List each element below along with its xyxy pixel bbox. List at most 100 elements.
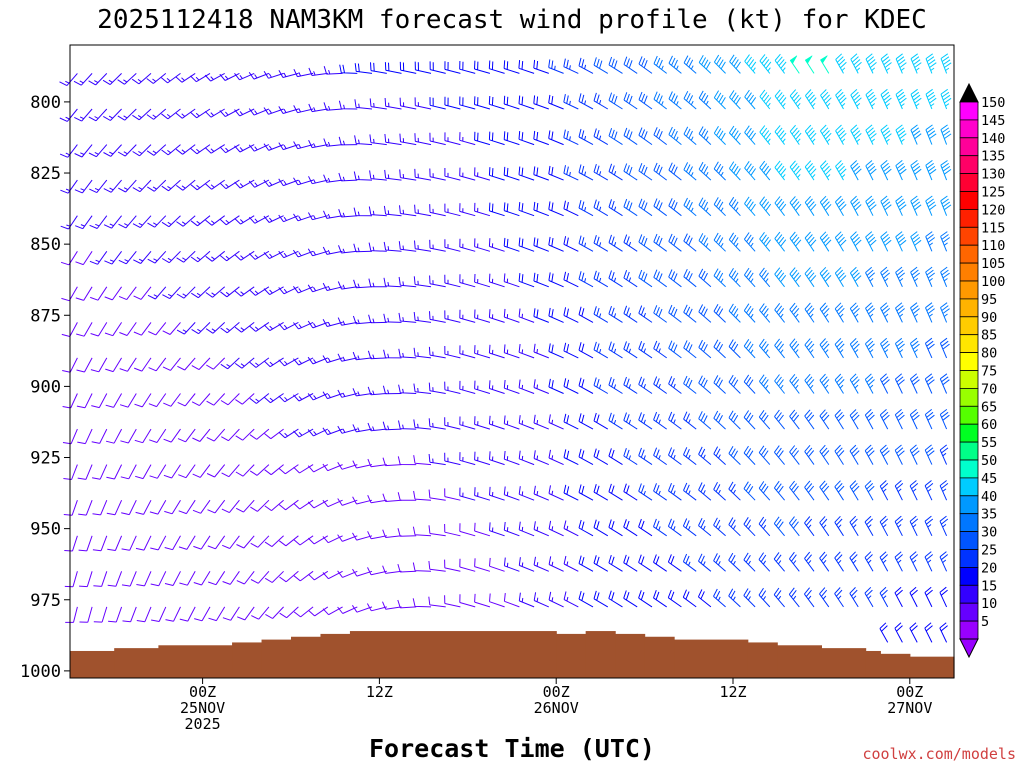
wind-barb-staff xyxy=(234,215,255,225)
wind-barb-staff xyxy=(293,499,314,510)
wind-barb xyxy=(638,376,653,394)
wind-barb xyxy=(819,480,830,501)
wind-barb xyxy=(533,201,549,217)
wind-barb xyxy=(488,202,505,217)
wind-barb xyxy=(62,393,78,409)
wind-barb xyxy=(237,606,255,621)
wind-barb xyxy=(118,250,137,265)
wind-barb-staff xyxy=(518,237,535,252)
wind-barb-staff xyxy=(940,124,952,145)
wind-barb-staff xyxy=(789,409,800,430)
wind-barb xyxy=(774,231,787,252)
wind-barb xyxy=(924,622,933,643)
wind-barb-staff xyxy=(75,215,93,230)
wind-barb xyxy=(488,60,505,74)
wind-barb-staff xyxy=(444,381,461,394)
wind-barb-staff xyxy=(77,428,93,445)
wind-barb xyxy=(804,195,817,216)
wind-barb-staff xyxy=(909,409,920,430)
wind-barb-staff xyxy=(548,378,564,394)
colorbar-label: 115 xyxy=(981,220,1005,236)
wind-barb-staff xyxy=(789,196,802,216)
wind-barb xyxy=(279,570,299,583)
terrain-segment xyxy=(261,639,292,678)
wind-barb-staff xyxy=(307,499,329,509)
wind-barb xyxy=(743,445,756,465)
wind-barb-staff xyxy=(698,304,712,323)
y-tick-label: 800 xyxy=(30,93,61,113)
wind-barb-staff xyxy=(894,515,904,537)
wind-barb-staff xyxy=(773,480,785,501)
wind-barb-staff xyxy=(698,553,712,572)
wind-barb xyxy=(338,245,358,254)
wind-barb xyxy=(864,409,875,430)
wind-barb-staff xyxy=(151,606,167,622)
wind-barb xyxy=(338,209,358,218)
wind-barb xyxy=(653,518,667,537)
wind-barb xyxy=(177,393,196,407)
colorbar-swatch xyxy=(959,584,979,604)
wind-barb xyxy=(743,410,756,430)
wind-barb-staff xyxy=(293,357,314,366)
wind-barb-staff xyxy=(804,516,815,537)
wind-barb xyxy=(413,383,432,394)
wind-barb xyxy=(352,460,373,469)
wind-barb xyxy=(789,445,800,465)
wind-barb xyxy=(352,351,373,361)
wind-barb xyxy=(307,535,329,545)
wind-barb xyxy=(608,590,623,608)
wind-barb xyxy=(103,179,122,193)
wind-barb-staff xyxy=(352,388,373,397)
colorbar-top-arrow xyxy=(959,82,979,103)
wind-barb xyxy=(354,135,373,146)
wind-barb-staff xyxy=(744,196,756,217)
wind-barb-staff xyxy=(368,314,387,324)
wind-barb xyxy=(593,519,609,537)
wind-barb xyxy=(563,129,579,146)
wind-barb xyxy=(459,558,476,572)
wind-barb-staff xyxy=(653,269,667,288)
wind-barb xyxy=(623,483,638,501)
wind-barb-staff xyxy=(668,55,682,74)
wind-barb xyxy=(850,195,862,216)
wind-barb-staff xyxy=(518,95,535,110)
wind-barb-staff xyxy=(880,124,892,145)
wind-barb-staff xyxy=(880,231,892,252)
wind-barb xyxy=(895,53,907,74)
wind-barb xyxy=(206,357,226,370)
wind-barb xyxy=(834,515,844,537)
wind-barb xyxy=(93,571,108,587)
colorbar-label: 15 xyxy=(981,578,997,594)
wind-barb-staff xyxy=(533,485,549,501)
wind-barb xyxy=(368,314,387,324)
wind-barb-staff xyxy=(683,197,697,217)
wind-barb xyxy=(593,484,609,501)
wind-barb xyxy=(744,196,756,217)
wind-barb xyxy=(743,232,756,252)
wind-barb-staff xyxy=(382,385,402,395)
wind-barb xyxy=(608,163,623,181)
wind-barb-staff xyxy=(608,305,623,323)
wind-barb-staff xyxy=(474,558,491,572)
wind-barb-staff xyxy=(653,233,667,252)
terrain-segment xyxy=(821,648,867,678)
wind-barb xyxy=(383,349,402,359)
wind-barb xyxy=(413,276,432,288)
wind-barb xyxy=(192,428,211,442)
wind-barb-staff xyxy=(221,428,240,442)
wind-barb xyxy=(533,272,549,288)
wind-barb xyxy=(880,88,892,110)
wind-barb-staff xyxy=(925,266,936,287)
wind-barb-staff xyxy=(668,340,682,359)
wind-barb xyxy=(163,393,181,407)
wind-barb xyxy=(278,499,299,511)
wind-barb xyxy=(278,286,299,295)
wind-barb-staff xyxy=(459,380,476,394)
wind-barb xyxy=(76,322,93,337)
wind-barb-staff xyxy=(61,322,78,337)
wind-barb xyxy=(518,344,535,359)
wind-barb xyxy=(251,606,270,620)
wind-barb-staff xyxy=(337,281,358,290)
wind-barb xyxy=(323,66,343,75)
wind-barb xyxy=(459,203,476,217)
